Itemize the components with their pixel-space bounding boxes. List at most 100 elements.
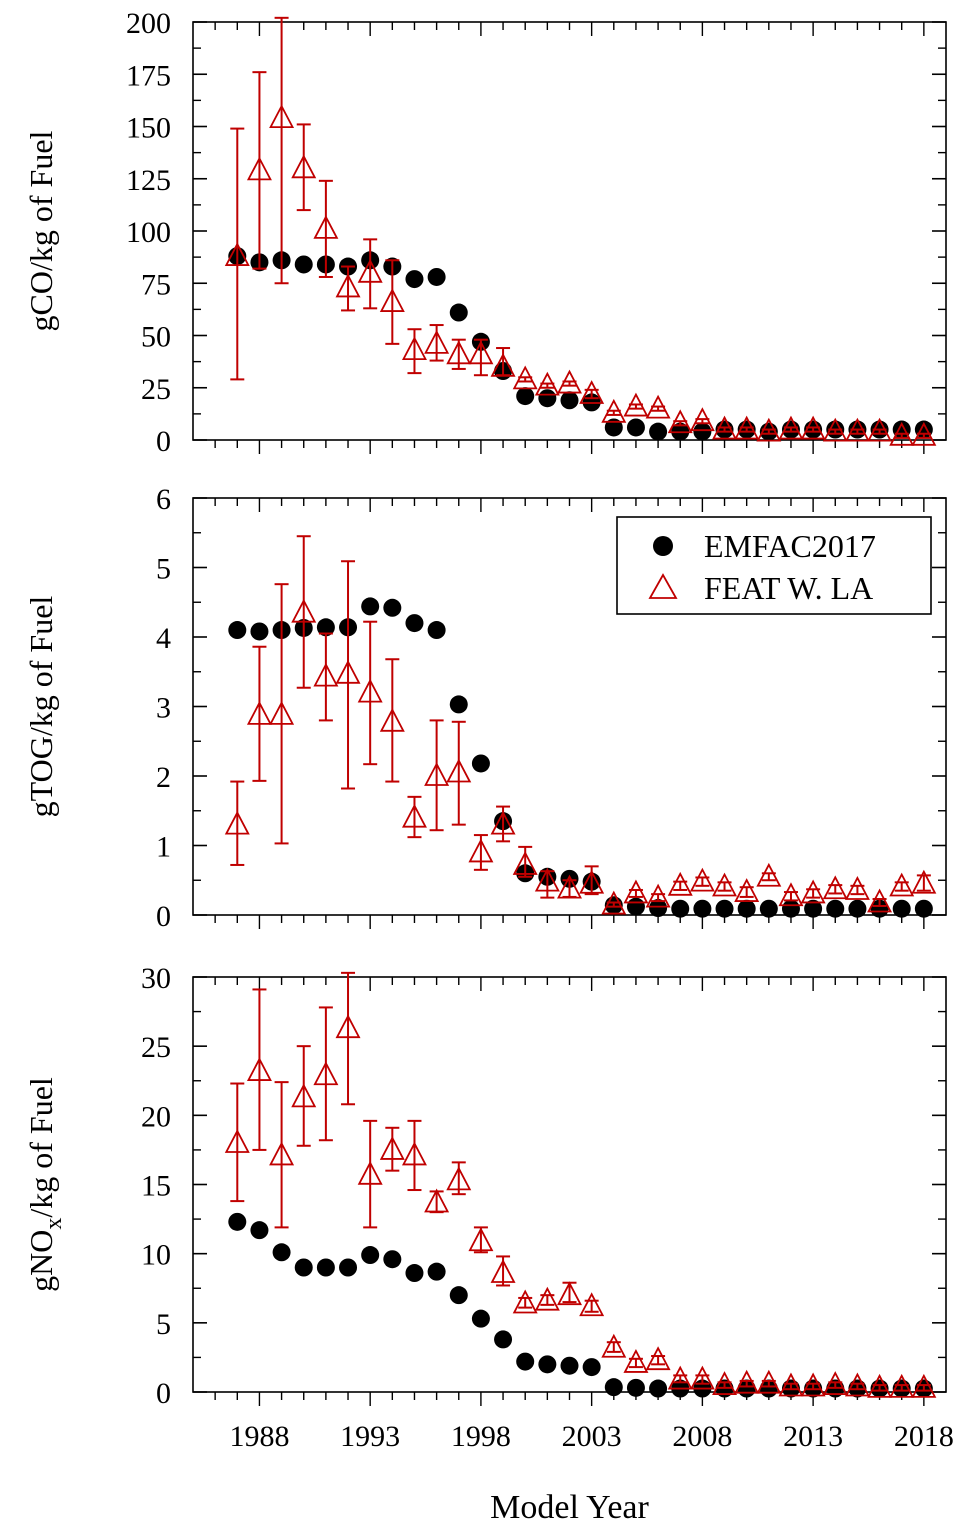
data-point-triangle [844,1372,870,1397]
data-point-circle [914,899,933,918]
data-point-triangle [778,415,804,440]
data-point-circle [560,1356,579,1375]
data-point-circle [250,1221,269,1240]
legend: EMFAC2017 FEAT W. LA [616,516,932,615]
data-point-circle [316,1258,335,1277]
data-point-triangle [446,758,472,783]
data-point-triangle [867,417,893,442]
data-point-triangle [313,1061,339,1086]
data-point-triangle [601,890,627,915]
data-point-circle [516,387,535,406]
data-point-triangle [379,1135,405,1160]
data-point-triangle [401,1141,427,1166]
data-point-circle [604,418,623,437]
data-point-triangle [800,415,826,440]
legend-label: FEAT W. LA [704,570,873,606]
y-tick-label: 100 [126,216,171,249]
y-tick-label: 1 [156,831,171,864]
legend-marker-circle [653,536,673,556]
data-point-triangle [579,1292,605,1317]
x-axis-label: Model Year [490,1489,649,1525]
data-point-circle [671,899,690,918]
data-point-circle [649,899,668,918]
data-point-triangle [424,329,450,354]
data-point-triangle [291,1083,317,1108]
data-point-triangle [512,365,538,390]
data-point-triangle [911,421,937,446]
y-axis-label: gCO/kg of Fuel [23,130,59,331]
data-point-circle [604,1378,623,1397]
legend-label: EMFAC2017 [704,528,876,564]
data-point-triangle [844,876,870,900]
data-point-circle [870,899,889,918]
data-point-triangle [889,872,915,897]
y-tick-label: 5 [156,553,171,586]
data-point-circle [471,1309,490,1328]
y-tick-label: 0 [156,425,171,458]
data-point-circle [826,899,845,918]
data-point-triangle [800,879,826,904]
data-point-triangle [357,258,383,283]
y-tick-label: 0 [156,1377,171,1410]
panel-3: 0 5 10 15 20 25 30 1988 1993 1998 2003 2008 2013 2018… [23,962,954,1525]
data-point-circle [272,1243,291,1262]
x-tick-label: 2018 [894,1420,954,1453]
data-point-triangle [579,869,605,894]
data-point-triangle [601,398,627,423]
data-point-triangle [379,707,405,732]
data-point-triangle [623,1349,649,1373]
data-point-circle [560,391,579,410]
data-point-triangle [734,415,760,440]
data-point-triangle [534,371,560,396]
data-point-triangle [224,242,250,266]
data-point-triangle [313,214,339,239]
y-tick-label: 15 [141,1170,171,1203]
data-point-triangle [911,869,937,894]
data-point-triangle [512,1289,538,1314]
data-point-circle [449,695,468,714]
data-point-circle [405,614,424,633]
data-point-triangle [712,415,738,440]
y-tick-label: 25 [141,1031,171,1064]
data-point-circle [649,422,668,441]
data-point-triangle [313,662,339,687]
x-tick-label: 2008 [672,1420,732,1453]
data-point-circle [427,1262,446,1281]
data-point-circle [626,418,645,437]
series-emfac2017 [228,597,933,918]
data-point-triangle [689,407,715,432]
series-feat-w-la [224,16,937,446]
data-point-triangle [667,1365,693,1390]
data-point-triangle [844,417,870,442]
data-point-circle [361,597,380,616]
data-point-triangle [778,1372,804,1397]
y-tick-label: 3 [156,692,171,725]
data-point-circle [737,899,756,918]
y-axis-label: gNOx/kg of Fuel [23,1077,67,1292]
data-point-triangle [889,421,915,446]
data-point-triangle [269,700,295,725]
data-point-circle [804,899,823,918]
data-point-circle [294,255,313,274]
data-point-circle [250,622,269,641]
data-point-circle [294,1258,313,1277]
data-point-triangle [446,340,472,365]
legend-marker-triangle [648,573,678,599]
data-point-circle [383,598,402,617]
y-tick-label: 150 [126,112,171,145]
data-point-circle [427,621,446,640]
y-tick-label: 175 [126,59,171,92]
data-point-triangle [689,867,715,892]
y-axis-label: gTOG/kg of Fuel [23,596,59,818]
data-point-triangle [490,810,516,835]
data-point-circle [228,621,247,640]
data-point-triangle [822,417,848,442]
data-point-circle [427,267,446,286]
data-point-triangle [557,369,582,394]
series-feat-w-la [224,535,937,915]
data-point-triangle [557,1281,582,1306]
data-point-triangle [424,1188,450,1213]
data-point-circle [471,754,490,773]
data-point-circle [538,389,557,408]
